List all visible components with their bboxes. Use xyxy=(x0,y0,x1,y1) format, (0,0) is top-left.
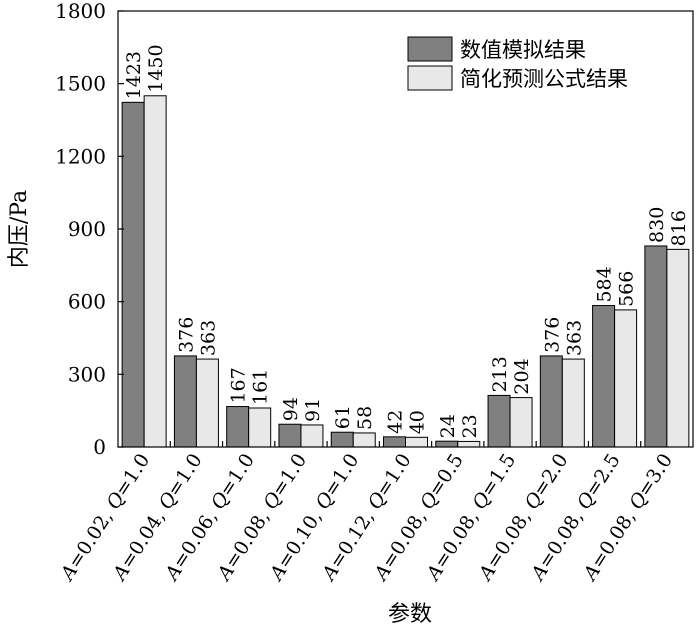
bar-1-7 xyxy=(435,440,459,448)
category-labels-layer: A=0.02, Q=1.0A=0.04, Q=1.0A=0.06, Q=1.0A… xyxy=(55,450,677,586)
y-tick-label-1800: 1800 xyxy=(55,0,106,23)
data-label-2-8: 204 xyxy=(511,358,533,394)
y-tick-label-900: 900 xyxy=(68,217,106,241)
bar-1-11 xyxy=(644,245,668,448)
data-label-1-5: 61 xyxy=(332,405,354,429)
legend-swatch-1 xyxy=(407,36,453,62)
bar-2-2 xyxy=(195,358,219,448)
bar-1-5 xyxy=(330,431,354,448)
bar-2-8 xyxy=(509,397,533,448)
bar-2-9 xyxy=(561,358,585,448)
bar-2-11 xyxy=(666,248,690,448)
data-label-1-2: 376 xyxy=(175,317,197,353)
data-label-1-4: 94 xyxy=(280,397,302,421)
y-tick-label-300: 300 xyxy=(68,362,106,386)
y-tick-label-600: 600 xyxy=(68,290,106,314)
data-label-1-8: 213 xyxy=(489,356,511,392)
bar-2-6 xyxy=(405,436,428,448)
data-label-2-4: 91 xyxy=(302,398,324,422)
data-label-2-2: 363 xyxy=(197,320,219,356)
data-label-2-1: 1450 xyxy=(145,44,167,92)
bar-1-10 xyxy=(592,305,616,448)
bars-layer xyxy=(121,95,690,448)
data-label-2-11: 816 xyxy=(668,210,690,246)
bar-1-4 xyxy=(278,423,302,448)
data-label-2-6: 40 xyxy=(407,410,429,434)
x-tick-label-1: A=0.02, Q=1.0 xyxy=(55,450,154,586)
data-labels-layer: 1423 376 167 94 61 42 24 213 376 584 830 1450 363 161… xyxy=(123,44,690,438)
bar-1-9 xyxy=(539,355,563,448)
bar-1-2 xyxy=(173,355,197,448)
y-tick-label-1500: 1500 xyxy=(55,72,106,96)
data-label-1-11: 830 xyxy=(646,207,668,243)
y-tick-label-1200: 1200 xyxy=(55,144,106,168)
legend-swatch-2 xyxy=(407,65,453,91)
bar-2-5 xyxy=(352,432,376,448)
axes-layer: 0 300 600 900 1200 1500 1800 xyxy=(55,0,694,459)
data-label-1-10: 584 xyxy=(594,266,616,302)
bar-1-6 xyxy=(383,436,406,448)
bar-2-3 xyxy=(248,407,272,448)
x-axis-title: 参数 xyxy=(388,602,432,627)
legend-label-2: 简化预测公式结果 xyxy=(460,67,628,91)
data-label-2-3: 161 xyxy=(250,369,272,405)
bar-2-4 xyxy=(300,424,324,448)
data-label-2-10: 566 xyxy=(616,271,638,307)
bar-1-3 xyxy=(226,406,250,448)
data-label-1-7: 24 xyxy=(437,414,459,438)
legend-label-1: 数值模拟结果 xyxy=(460,38,586,62)
data-label-1-9: 376 xyxy=(541,317,563,353)
bar-1-8 xyxy=(487,394,511,448)
bar-2-7 xyxy=(457,440,481,448)
data-label-2-5: 58 xyxy=(354,406,376,430)
data-label-1-1: 1423 xyxy=(123,51,145,99)
bar-2-10 xyxy=(614,309,638,448)
data-label-2-9: 363 xyxy=(563,320,585,356)
bar-2-1 xyxy=(143,95,167,448)
y-axis-title: 内压/Pa xyxy=(7,190,32,268)
data-label-1-3: 167 xyxy=(228,367,250,403)
data-label-2-7: 23 xyxy=(459,414,481,438)
y-tick-label-0: 0 xyxy=(93,435,106,459)
bar-1-1 xyxy=(121,101,145,448)
data-label-1-6: 42 xyxy=(385,410,407,434)
